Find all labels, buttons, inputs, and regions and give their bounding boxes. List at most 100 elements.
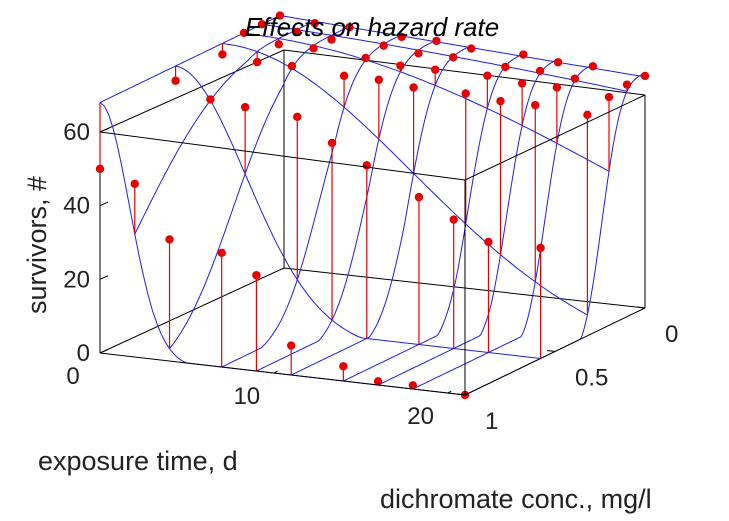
observed-point [339,362,348,371]
y-tick-mark [546,350,556,352]
surface-line-day-0 [99,15,281,103]
x-tick-mark [273,370,278,374]
observed-point [275,11,285,20]
observed-point [519,50,528,59]
observed-point [430,65,440,74]
observed-point [409,83,418,92]
chart-title: Effects on hazard rate [245,12,499,42]
front-edge-top [99,131,466,181]
observed-point [240,102,250,112]
observed-point [165,235,174,244]
observed-point [95,164,105,174]
observed-point [408,381,418,390]
observed-point [535,66,545,76]
z-tick-mark [99,127,109,133]
x-tick-label: 20 [407,403,434,430]
z-tick-label: 20 [63,266,90,293]
observed-point [310,19,319,28]
observed-point [292,27,301,37]
surface-line-conc-2 [243,32,610,172]
x-axis-line [99,352,466,396]
z-tick-mark [99,201,109,207]
observed-point [206,95,215,104]
observed-point [432,36,441,46]
observed-point [218,50,227,59]
surface-line-day-2 [169,26,350,350]
observed-point [484,237,493,247]
surface-line-day-6 [343,54,524,382]
z-tick-label: 40 [63,193,90,220]
observed-point [536,243,545,253]
observed-point [588,62,598,71]
surface-line-day-5 [290,45,472,376]
observed-point [604,92,614,102]
x-tick-mark [99,350,104,354]
observed-point [501,62,510,72]
z-tick-label: 0 [77,340,90,367]
observed-point [252,271,261,280]
observed-point [339,71,349,80]
observed-point [361,53,370,63]
observed-point [373,377,383,386]
observed-point [130,179,139,189]
surface-line-day-9 [464,73,646,396]
observed-point [466,44,476,53]
x-axis-label: exposure time, d [38,446,238,476]
surface-line-conc-1 [261,23,628,92]
observed-point [274,40,283,49]
observed-point [287,61,297,71]
observed-point [257,20,267,29]
surface-line-day-7 [377,59,559,386]
observed-point [570,74,580,83]
front-edge-top-right [464,94,646,181]
observed-point [496,96,505,106]
axes-box-front [99,94,646,396]
observed-point [414,192,424,202]
observed-point [217,248,226,258]
surface-line-day-3 [221,35,402,368]
surface-line-conc-0 [279,15,646,78]
observed-point [327,35,336,44]
axes-box-back [99,49,646,354]
observed-point [552,83,562,92]
observed-point [396,61,405,70]
surface-line-day-1 [134,20,315,235]
y-tick-label: 0 [665,321,678,348]
y-tick-mark [636,306,646,309]
z-tick-mark [99,275,109,280]
observed-point [448,53,458,62]
observed-point [461,89,470,98]
observed-point [252,57,262,67]
observed-point [583,110,592,120]
model-surface [99,15,646,396]
x-tick-mark [447,390,452,394]
z-tick-label: 60 [63,119,90,146]
axis-ticks: 0 20 40 60 0 10 20 0 0.5 1 [63,119,678,435]
observed-point [345,23,354,32]
floor-edge-back-left [99,267,285,354]
surface-line-conc-4 [175,65,541,359]
observed-point [517,79,527,88]
observed-point [622,80,632,89]
observed-point [531,100,540,110]
y-tick-label: 1 [485,408,498,435]
observed-point [379,41,388,50]
observed-point [397,32,406,42]
observed-point [374,75,384,84]
observed-point [362,161,371,170]
y-tick-mark [456,393,466,396]
observed-point [449,215,458,224]
observed-points [95,11,650,400]
observed-point [293,112,302,122]
z-axis-label: survivors, # [22,176,52,314]
observed-point [286,341,296,350]
observed-point [414,49,423,58]
y-tick-label: 0.5 [575,365,608,392]
observed-point [239,28,249,38]
observed-point [640,71,650,81]
observed-point [553,58,563,67]
back-edge-top-right [283,49,646,96]
observed-point [327,138,337,148]
x-tick-label: 0 [66,363,79,390]
surface-line-day-4 [256,40,437,372]
